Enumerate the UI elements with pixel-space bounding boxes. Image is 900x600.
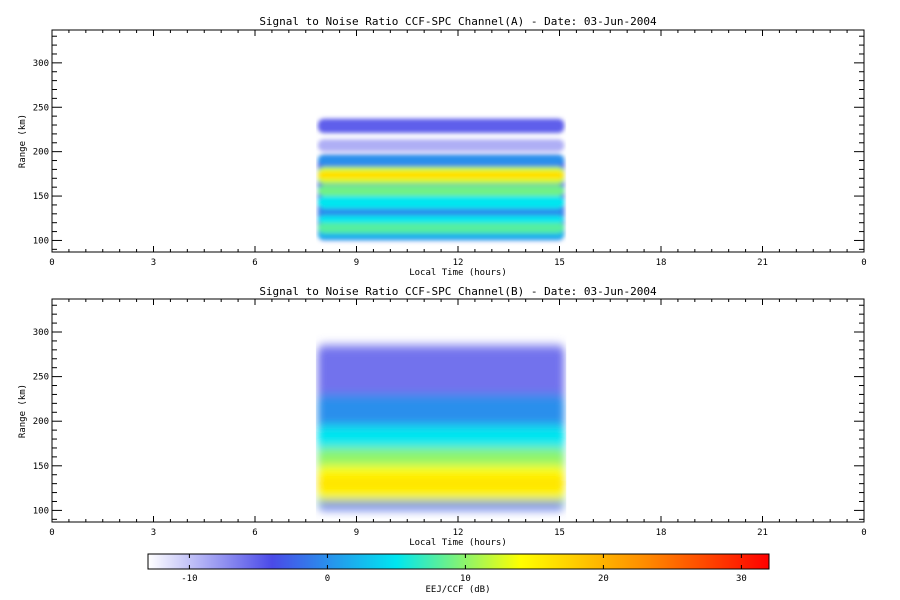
y-tick-label-b: 200 — [33, 417, 49, 427]
x-tick-label-a: 0 — [861, 258, 866, 268]
colorbar-label: EEJ/CCF (dB) — [425, 585, 490, 595]
x-tick-label-b: 3 — [151, 528, 156, 538]
x-tick-label-b: 0 — [861, 528, 866, 538]
snr-layer-a-4 — [317, 208, 565, 216]
y-tick-label-a: 300 — [33, 59, 49, 69]
x-tick-label-b: 18 — [656, 528, 667, 538]
snr-layer-a-5 — [317, 196, 565, 209]
ticks-a: 0 3 6 9 12 15 18 21 0 100 150 200 250 300 — [33, 30, 867, 268]
snr-layer-a-12 — [317, 118, 565, 134]
x-tick-label-b: 9 — [354, 528, 359, 538]
snr-layer-a-10 — [317, 154, 565, 166]
x-tick-label-a: 21 — [757, 258, 768, 268]
y-axis-label-b: Range (km) — [18, 384, 28, 438]
snr-layer-a-11 — [317, 139, 565, 152]
heatmap-b — [317, 345, 565, 510]
snr-layer-b-6 — [317, 501, 565, 508]
snr-layer-b-5 — [317, 474, 565, 493]
y-tick-label-b: 250 — [33, 373, 49, 383]
x-axis-label-a: Local Time (hours) — [409, 268, 507, 278]
colorbar-ticks: -10 0 10 20 30 — [181, 554, 747, 584]
y-tick-label-a: 150 — [33, 192, 49, 202]
heatmap-layers-a — [317, 118, 565, 241]
snr-layer-a-3 — [317, 215, 565, 223]
x-tick-label-a: 3 — [151, 258, 156, 268]
x-axis-label-b: Local Time (hours) — [409, 538, 507, 548]
y-tick-label-a: 100 — [33, 236, 49, 246]
y-tick-label-a: 200 — [33, 148, 49, 158]
colorbar-tick-label: 30 — [736, 574, 747, 584]
colorbar-tick-label: 0 — [325, 574, 330, 584]
heatmap-layers-b — [317, 345, 565, 510]
ticks-b: 0 3 6 9 12 15 18 21 0 100 150 200 250 300 — [33, 299, 867, 538]
snr-layer-a-9 — [317, 172, 565, 178]
colorbar-bar — [147, 553, 770, 570]
x-tick-label-b: 12 — [453, 528, 464, 538]
x-tick-label-b: 21 — [757, 528, 768, 538]
x-tick-label-b: 0 — [49, 528, 54, 538]
x-tick-label-a: 0 — [49, 258, 54, 268]
y-tick-label-a: 250 — [33, 103, 49, 113]
y-axis-label-a: Range (km) — [18, 114, 28, 168]
x-tick-label-a: 12 — [453, 258, 464, 268]
colorbar-tick-label: 10 — [460, 574, 471, 584]
x-tick-label-b: 6 — [252, 528, 257, 538]
x-tick-label-a: 18 — [656, 258, 667, 268]
chart-title-a: Signal to Noise Ratio CCF-SPC Channel(A)… — [259, 15, 657, 28]
x-tick-label-a: 9 — [354, 258, 359, 268]
colorbar-tick-label: 20 — [598, 574, 609, 584]
panel-channel-a: Signal to Noise Ratio CCF-SPC Channel(A)… — [18, 15, 867, 278]
y-tick-label-b: 300 — [33, 328, 49, 338]
x-tick-label-a: 6 — [252, 258, 257, 268]
heatmap-a — [317, 118, 565, 241]
snr-layer-a-2 — [317, 221, 565, 234]
chart-title-b: Signal to Noise Ratio CCF-SPC Channel(B)… — [259, 285, 657, 298]
x-tick-label-b: 15 — [554, 528, 565, 538]
x-tick-label-a: 15 — [554, 258, 565, 268]
panel-channel-b: Signal to Noise Ratio CCF-SPC Channel(B)… — [18, 285, 867, 548]
colorbar-tick-label: -10 — [181, 574, 197, 584]
y-tick-label-b: 100 — [33, 506, 49, 516]
y-tick-label-b: 150 — [33, 462, 49, 472]
snr-layer-a-6 — [317, 185, 565, 197]
colorbar: -10 0 10 20 30 EEJ/CCF (dB) — [147, 553, 770, 595]
